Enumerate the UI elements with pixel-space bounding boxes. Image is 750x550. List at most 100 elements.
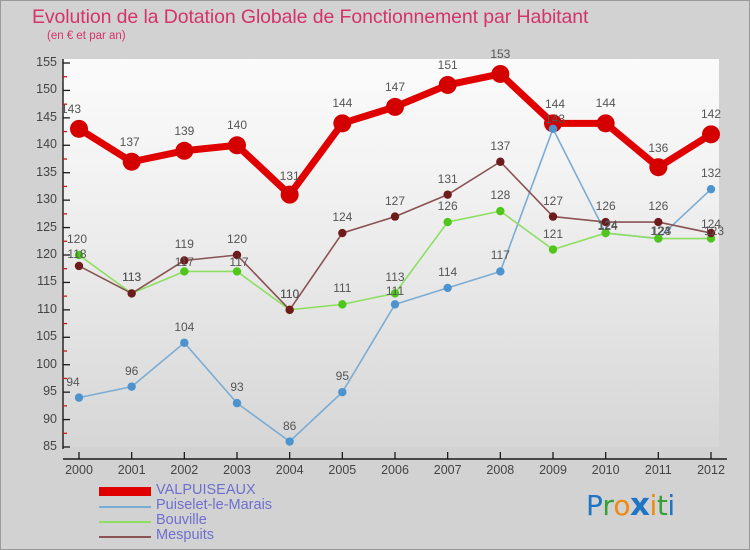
point-value-label: 142 <box>700 107 722 122</box>
data-point <box>596 114 615 133</box>
data-point <box>74 261 84 271</box>
data-point <box>496 157 505 166</box>
point-value-label: 147 <box>384 79 406 94</box>
data-point <box>438 75 457 94</box>
point-value-label: 113 <box>122 270 142 285</box>
y-axis-tick-label: 95 <box>43 384 57 399</box>
point-value-label: 132 <box>700 166 722 181</box>
data-point <box>285 305 294 315</box>
x-axis-tick-label: 2006 <box>381 463 409 477</box>
series-valpuiseaux <box>70 64 720 204</box>
x-axis-tick-label: 2007 <box>433 463 462 477</box>
point-value-label: 144 <box>595 96 616 111</box>
point-value-label: 151 <box>437 57 458 72</box>
x-axis-tick-label: 2005 <box>328 463 357 477</box>
data-point <box>443 217 452 227</box>
point-value-label: 137 <box>490 138 511 153</box>
data-point <box>338 387 347 397</box>
point-value-label: 111 <box>333 281 352 296</box>
point-value-label: 131 <box>437 171 458 186</box>
point-value-label: 124 <box>700 217 722 232</box>
point-value-label: 113 <box>122 270 142 285</box>
data-point <box>127 382 136 391</box>
legend-item[interactable]: Mespuits <box>99 527 429 545</box>
point-value-label: 124 <box>597 218 618 233</box>
series-mespuits <box>74 157 716 315</box>
point-value-label: 144 <box>544 97 566 112</box>
data-point <box>285 437 294 446</box>
point-value-label: 94 <box>66 374 80 389</box>
data-point <box>702 125 720 144</box>
y-axis-tick-label: 155 <box>36 55 57 69</box>
data-point <box>544 114 562 133</box>
data-point <box>386 97 404 116</box>
data-point <box>548 245 558 254</box>
y-axis-tick-label: 105 <box>36 329 57 344</box>
data-point <box>654 234 663 243</box>
point-value-label: 153 <box>490 46 511 61</box>
point-value-label: 117 <box>174 255 194 270</box>
legend-item[interactable]: Puiselet-le-Marais <box>99 497 429 515</box>
data-point <box>443 190 452 199</box>
legend-label: VALPUISEAUX <box>156 482 256 498</box>
y-axis-tick-label: 150 <box>36 82 57 97</box>
page-title: Evolution de la Dotation Globale de Fonc… <box>32 6 589 28</box>
y-axis-tick-label: 130 <box>36 192 57 207</box>
point-value-label: 136 <box>648 141 669 156</box>
y-axis-tick-label: 135 <box>36 164 57 179</box>
x-axis-tick-label: 2008 <box>486 463 515 477</box>
legend-label: Bouville <box>156 512 207 528</box>
point-value-label: 117 <box>229 255 249 270</box>
data-point <box>70 119 88 138</box>
point-value-label: 120 <box>226 232 248 246</box>
data-point <box>333 114 352 133</box>
data-point <box>228 136 246 155</box>
logo-letter: i <box>667 489 675 522</box>
x-axis-tick-label: 2003 <box>223 463 251 477</box>
data-point <box>338 300 347 309</box>
y-axis-tick-label: 125 <box>36 219 57 234</box>
legend-label: Mespuits <box>156 527 215 543</box>
data-point <box>601 228 610 238</box>
legend-item[interactable]: VALPUISEAUX <box>99 482 429 500</box>
x-axis-tick-label: 2001 <box>117 463 146 477</box>
point-value-label: 123 <box>651 223 672 238</box>
legend-color-swatch <box>99 536 151 538</box>
point-value-label: 137 <box>119 134 140 149</box>
point-value-label: 111 <box>385 284 405 299</box>
point-value-label: 131 <box>279 168 300 183</box>
point-value-label: 126 <box>595 199 616 214</box>
page-subtitle: (en € et par an) <box>47 30 126 42</box>
legend-color-swatch <box>99 506 151 508</box>
point-value-label: 110 <box>280 286 300 301</box>
point-value-label: 113 <box>385 270 405 285</box>
chart-legend: VALPUISEAUX Puiselet-le-Marais Bouville Mes… <box>99 482 429 545</box>
point-value-label: 140 <box>226 118 248 133</box>
x-axis-tick-label: 2012 <box>697 463 725 477</box>
legend-label: Puiselet-le-Marais <box>156 497 273 513</box>
data-point <box>601 217 610 227</box>
y-axis-tick-label: 115 <box>37 274 57 289</box>
x-axis-tick-label: 2000 <box>65 463 93 477</box>
x-axis-tick-label: 2010 <box>591 463 620 477</box>
proxiti-logo: Proxiti <box>586 487 675 523</box>
data-point <box>232 267 242 276</box>
y-axis-tick-label: 90 <box>43 411 57 426</box>
y-axis-tick-label: 140 <box>36 137 57 152</box>
point-value-label: 128 <box>490 188 511 203</box>
point-value-label: 93 <box>230 380 244 395</box>
data-point <box>390 300 400 309</box>
data-point <box>180 338 189 347</box>
x-axis-tick-label: 2002 <box>170 463 199 477</box>
point-value-label: 104 <box>174 319 195 334</box>
data-point <box>548 124 558 134</box>
y-axis-tick-label: 100 <box>36 356 57 371</box>
y-axis-tick-label: 120 <box>36 247 57 261</box>
point-value-label: 124 <box>597 219 618 234</box>
data-point <box>390 289 400 298</box>
data-point <box>127 289 136 298</box>
legend-item[interactable]: Bouville <box>99 512 429 530</box>
logo-letter: t <box>656 489 668 522</box>
